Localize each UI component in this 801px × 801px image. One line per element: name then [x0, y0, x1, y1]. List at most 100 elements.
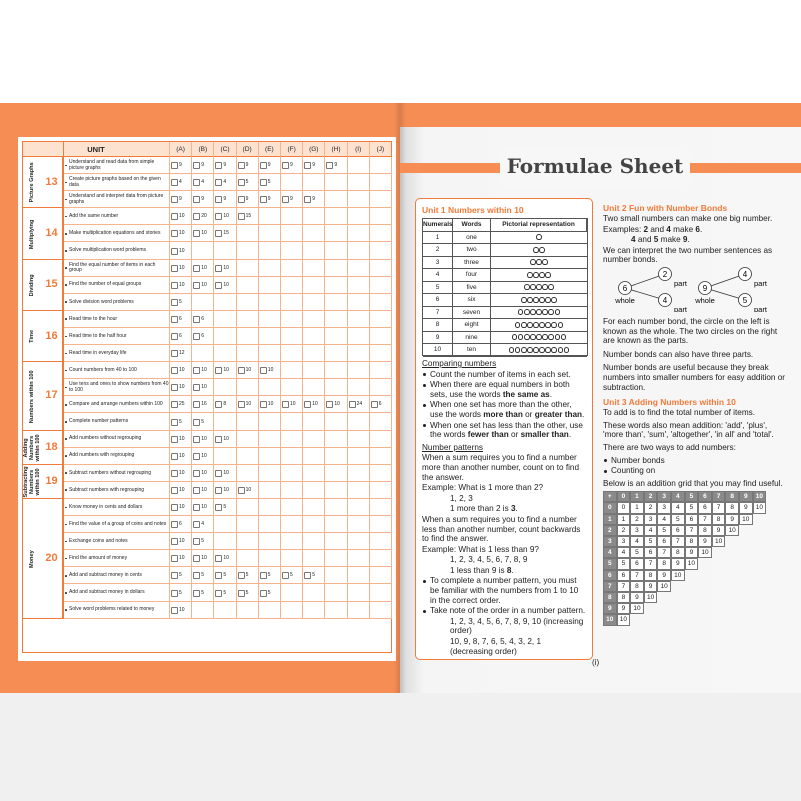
- apple: [557, 321, 564, 328]
- grid-cell: 5: [671, 513, 685, 525]
- mark-box: [282, 196, 289, 204]
- whole-label: whole: [614, 296, 635, 305]
- apple: [533, 321, 539, 328]
- bond-part: 4: [743, 270, 748, 279]
- mark-box: [237, 589, 245, 597]
- apple: [551, 321, 557, 328]
- column-header: (D): [235, 142, 258, 157]
- grid-cell: 9: [739, 502, 753, 514]
- column-line: [302, 157, 304, 619]
- row-line: [63, 379, 391, 397]
- grid-cell: 2: [643, 502, 658, 514]
- apple: [527, 321, 533, 328]
- full-mark: 10: [267, 367, 274, 374]
- pictorial: [491, 344, 587, 357]
- skill: Solve division word problems: [63, 294, 169, 311]
- grid-cell: 4: [630, 536, 644, 548]
- numbers-table: Numerals Words Pictorial representation 1 on…: [422, 218, 588, 357]
- full-mark: 9: [267, 162, 271, 169]
- grid-header: 9: [739, 491, 753, 503]
- text: .: [515, 504, 518, 514]
- text: Number bonds are useful because they bre…: [603, 363, 786, 392]
- note: Comparing numbers: [422, 359, 586, 369]
- skill: Make multiplication equations and storie…: [63, 225, 169, 242]
- full-mark: 10: [245, 401, 252, 408]
- note: These words also mean addition: 'add', '…: [603, 421, 786, 440]
- apple: [539, 296, 545, 303]
- full-mark: 10: [179, 264, 185, 271]
- bold-text: 4: [666, 224, 671, 234]
- full-mark: 10: [201, 452, 207, 459]
- grid-header: 0: [616, 491, 631, 503]
- unit-name: Time: [29, 330, 35, 344]
- full-mark: 6: [179, 333, 182, 340]
- note: When a sum requires you to find a number…: [422, 515, 586, 544]
- title-plate: [500, 150, 690, 186]
- grid-cell: 5: [657, 524, 671, 537]
- word: two: [453, 244, 491, 257]
- apple: [545, 296, 551, 303]
- mark-box: [193, 264, 201, 272]
- numeral: 9: [423, 331, 453, 344]
- page-number: (i): [592, 658, 600, 667]
- text: We can interpret the two number sentence…: [603, 245, 773, 265]
- text: For each number bond, the circle on the …: [603, 316, 778, 346]
- mark-box: [215, 486, 223, 494]
- full-mark: 10: [201, 367, 207, 374]
- row-line: [63, 448, 391, 465]
- grid-header: 4: [671, 491, 685, 503]
- full-mark: 9: [245, 196, 249, 203]
- unit-name: Multiplying: [29, 219, 35, 249]
- note: We can interpret the two number sentence…: [603, 246, 786, 265]
- grid-cell: 2: [630, 513, 644, 525]
- full-mark: 9: [290, 162, 293, 169]
- row-line: [63, 311, 391, 328]
- full-mark: 10: [312, 401, 318, 408]
- row-line: [63, 260, 391, 277]
- full-mark: 10: [223, 367, 229, 374]
- grid-cell: 6: [684, 513, 699, 525]
- grid-row-header: 1: [603, 513, 617, 525]
- apple: [527, 296, 533, 303]
- unit1-box: Unit 1 Numbers within 10 Numerals Words Pic…: [415, 198, 593, 660]
- column-header: (F): [280, 142, 302, 157]
- grid-cell: 8: [616, 592, 631, 604]
- desc-line: [63, 142, 64, 619]
- text: Take note of the order in a number patte…: [430, 606, 586, 616]
- bond-link: [624, 273, 666, 289]
- mark-box: [215, 401, 223, 409]
- unit-title: Unit 1 Numbers within 10: [422, 205, 524, 215]
- full-mark: 4: [201, 521, 204, 528]
- mark-box: [215, 281, 223, 289]
- full-mark: 5: [267, 589, 271, 596]
- word: five: [453, 281, 491, 294]
- note: 10, 9, 8, 7, 6, 5, 4, 3, 2, 1 (decreasin…: [422, 637, 586, 656]
- grid-cell: 5: [616, 558, 631, 570]
- full-mark: 9: [312, 196, 315, 203]
- note: For each number bond, the circle on the …: [603, 317, 786, 346]
- apple: [539, 246, 545, 253]
- column-line: [391, 157, 392, 619]
- row-line: [63, 499, 391, 517]
- bold-text: more than: [483, 409, 523, 419]
- full-mark: 10: [201, 555, 207, 562]
- text: and: [648, 224, 667, 234]
- row-line: [63, 277, 391, 294]
- apple: [521, 321, 527, 328]
- text: .: [699, 224, 703, 234]
- skill: Use tens and ones to show numbers from 4…: [63, 379, 169, 396]
- skill: Understand and read data from simple pic…: [63, 157, 169, 174]
- grid-cell: 3: [657, 502, 671, 514]
- note: Number patterns: [422, 443, 586, 453]
- grid-cell: 9: [643, 580, 658, 593]
- unit-number: 18: [45, 440, 58, 453]
- text: or: [522, 409, 535, 419]
- full-mark: 10: [223, 555, 229, 562]
- text: When one set has less than the other, us…: [430, 420, 583, 440]
- mark-box: [215, 196, 223, 204]
- full-mark: 10: [179, 367, 185, 374]
- numeral: 1: [423, 231, 453, 244]
- text: Below is an addition grid that you may f…: [603, 478, 783, 488]
- mark-box: [215, 589, 223, 597]
- full-mark: 10: [179, 230, 185, 237]
